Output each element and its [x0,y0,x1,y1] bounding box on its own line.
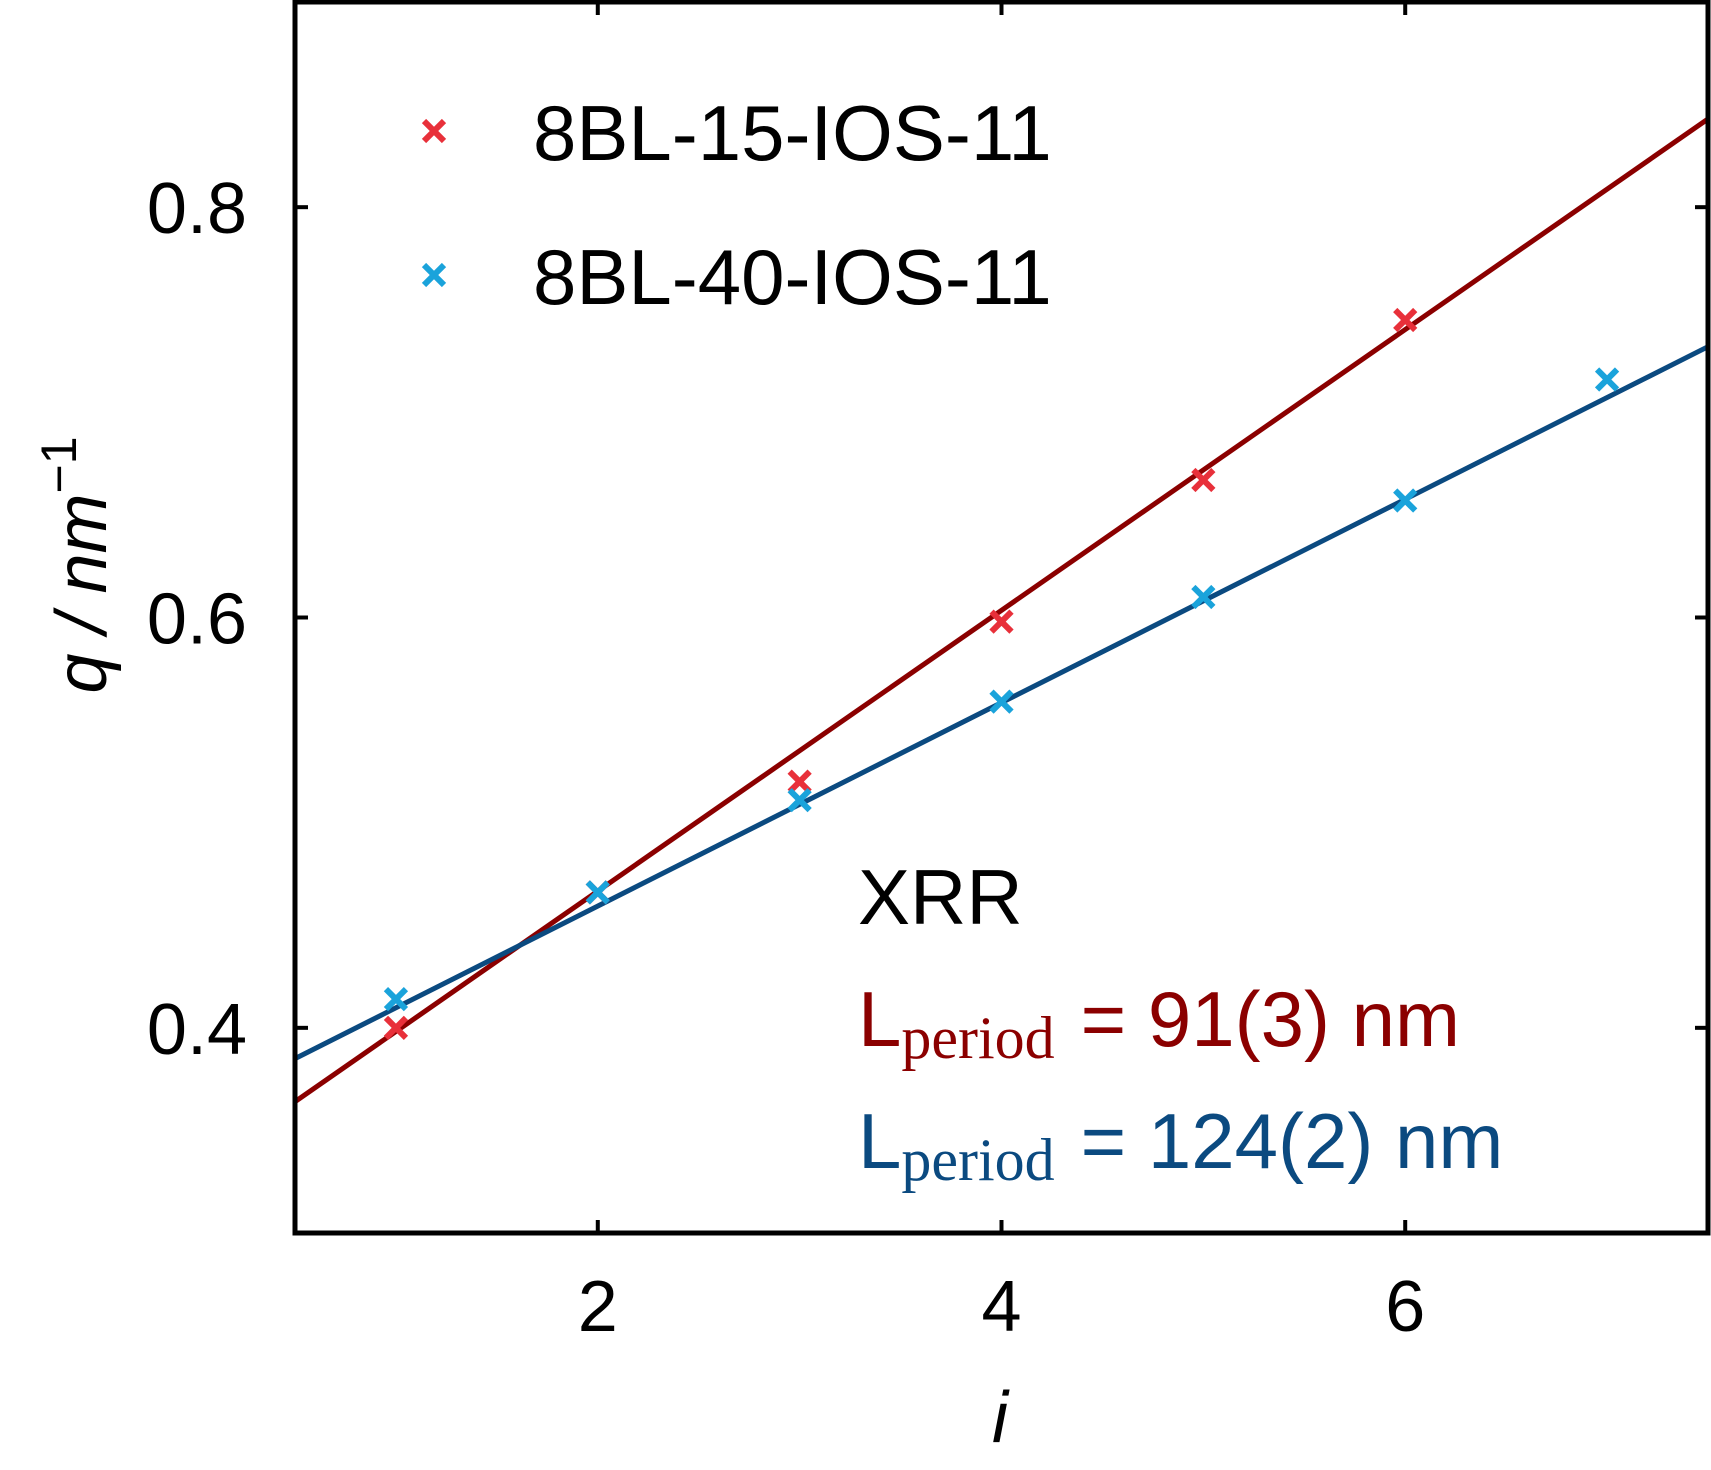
annotation-result-1-value: = 91(3) nm [1081,975,1460,1063]
legend-label-series-1: 8BL-15-IOS-11 [533,89,1052,177]
data-point-series-1 [787,769,812,794]
annotation-result-1-subscript: period [901,1005,1054,1071]
x-tick-label: 6 [1385,1267,1425,1347]
data-point-series-2 [585,880,610,905]
data-point-series-2 [1594,367,1620,392]
data-point-series-1 [383,1015,409,1040]
data-point-series-2 [989,689,1014,714]
y-axis-label-symbol: q / nm [42,493,122,693]
data-point-series-2 [1393,488,1418,513]
y-tick-label: 0.6 [147,580,247,660]
annotation-result-1: Lperiod = 91(3) nm [858,975,1460,1071]
x-tick-label: 4 [981,1267,1021,1347]
annotation-result-2-value: = 124(2) nm [1081,1097,1504,1185]
legend-label-series-2: 8BL-40-IOS-11 [533,233,1052,321]
annotation-result-2-subscript: period [901,1127,1054,1193]
legend-marker-glyph-1 [421,118,447,144]
annotation-block: XRR Lperiod = 91(3) nm Lperiod = 124(2) nm [858,853,1503,1193]
annotation-method: XRR [858,853,1023,941]
annotation-result-2: Lperiod = 124(2) nm [858,1097,1503,1193]
data-point-series-1 [989,609,1014,634]
y-axis-label-exponent: −1 [31,436,87,493]
data-point-series-2 [383,986,409,1012]
data-point-series-2 [1191,584,1216,610]
y-axis-label: q / nm−1 [31,436,122,693]
data-point-series-2 [787,787,812,813]
axis-ticks: 2 4 6 0.4 0.6 0.8 [147,2,1708,1347]
x-axis-label: i [992,1378,1010,1458]
y-tick-label: 0.4 [147,990,247,1070]
data-point-series-1 [1393,307,1418,333]
annotation-result-2-symbol: L [858,1097,901,1185]
data-markers [383,307,1620,1040]
legend-marker-series-1 [421,118,447,144]
legend: 8BL-15-IOS-11 8BL-40-IOS-11 [421,89,1052,321]
legend-marker-glyph-2 [421,262,447,288]
legend-marker-series-2 [421,262,447,288]
y-tick-label: 0.8 [147,169,247,249]
data-point-series-1 [1191,467,1216,493]
annotation-result-1-symbol: L [858,975,901,1063]
x-tick-label: 2 [578,1267,618,1347]
